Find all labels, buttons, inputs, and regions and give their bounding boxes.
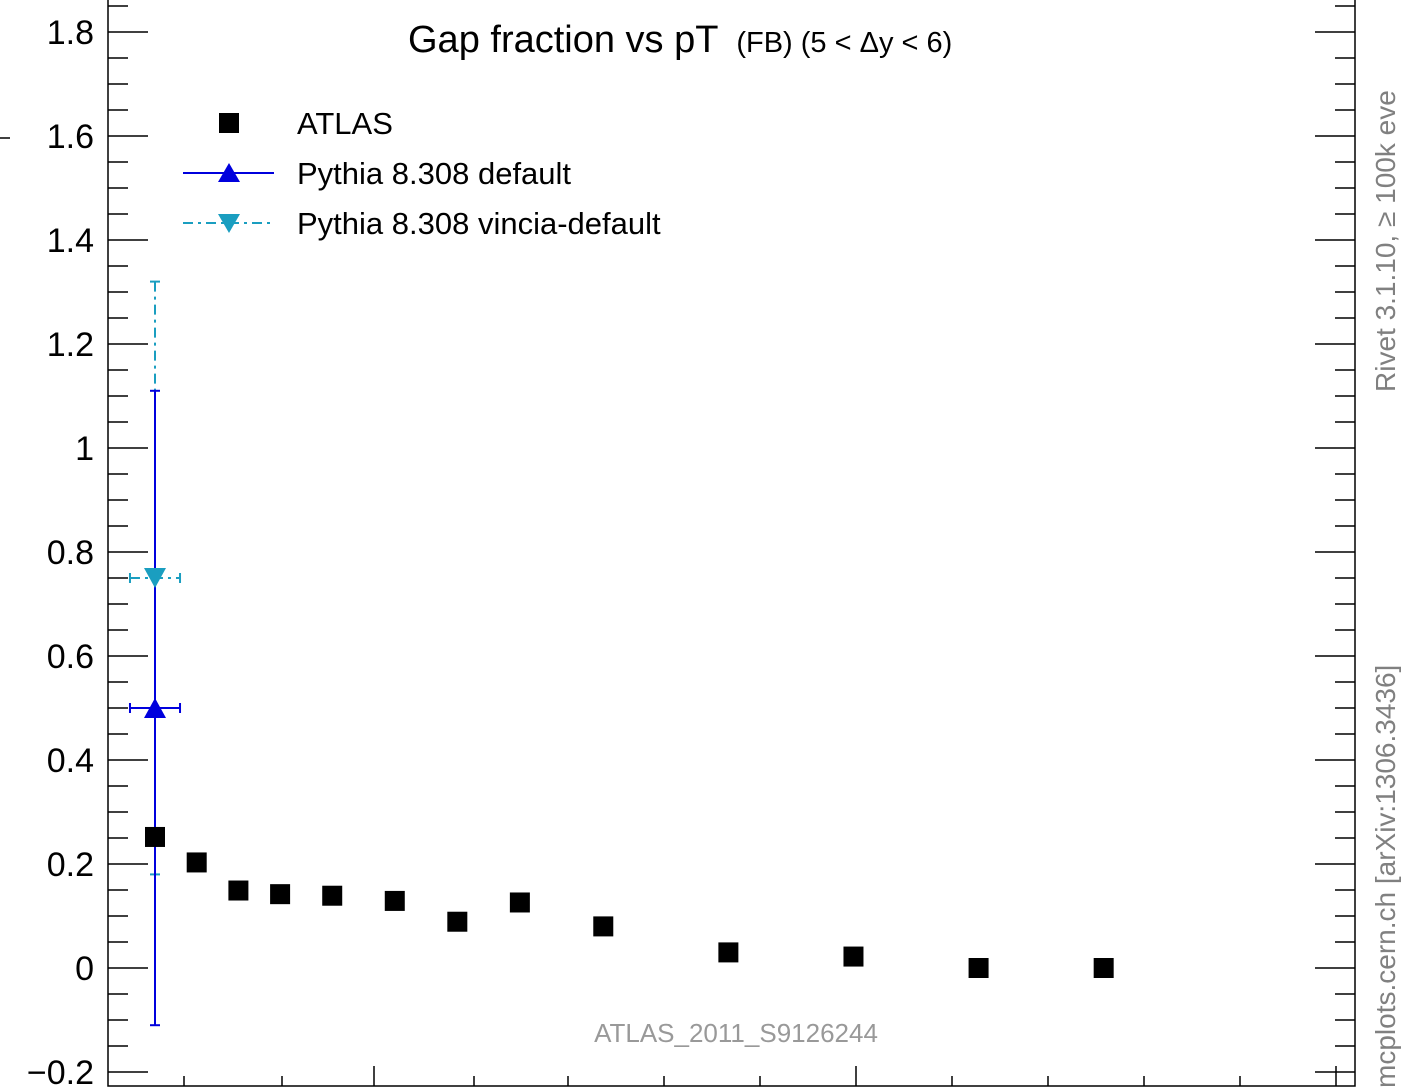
y-tick-label: 1.2 <box>47 326 94 364</box>
atlas-point <box>228 880 249 901</box>
vincia-point <box>144 568 166 588</box>
atlas-point <box>1093 958 1114 978</box>
y-tick-label: −0.2 <box>27 1054 94 1090</box>
x-axis <box>183 1066 1337 1086</box>
atlas-point <box>270 884 291 905</box>
legend-pythia-default-marker <box>218 163 240 182</box>
legend-label: ATLAS <box>297 106 393 141</box>
atlas-point <box>447 911 468 932</box>
atlas-point <box>509 892 530 913</box>
chart-title: Gap fraction vs pT (FB) (5 < Δy < 6) <box>408 19 952 61</box>
y-axis: −0.2 0 0.2 0.4 0.6 0.8 1 1.2 1.4 1.6 1.8 <box>27 5 1355 1090</box>
mcplots-source-label: mcplots.cern.ch [arXiv:1306.3436] <box>1370 665 1401 1088</box>
atlas-point <box>384 890 405 911</box>
plot-frame <box>0 0 1356 1087</box>
legend-vincia-marker <box>218 214 240 233</box>
plot-border <box>107 0 1356 1087</box>
atlas-point <box>593 916 614 937</box>
rivet-version-label: Rivet 3.1.10, ≥ 100k eve <box>1370 90 1401 392</box>
atlas-point <box>322 885 343 906</box>
legend-label: Pythia 8.308 vincia-default <box>297 206 661 241</box>
legend: ATLAS Pythia 8.308 default Pythia 8.308 vi… <box>183 106 661 241</box>
y-tick-label: 0.2 <box>47 846 94 884</box>
y-tick-label: 0 <box>75 950 94 988</box>
pythia-default-point <box>144 698 166 718</box>
series-layer <box>128 280 1114 1027</box>
y-tick-label: 1.8 <box>47 14 94 52</box>
y-tick-label: 1.6 <box>47 118 94 156</box>
atlas-point <box>718 942 739 963</box>
y-tick-label: 1 <box>75 430 94 468</box>
legend-atlas-marker <box>219 113 239 133</box>
y-tick-label: 1.4 <box>47 222 94 260</box>
legend-label: Pythia 8.308 default <box>297 156 571 191</box>
y-tick-label: 0.6 <box>47 638 94 676</box>
y-tick-label: 0.8 <box>47 534 94 572</box>
atlas-point <box>968 958 989 978</box>
y-tick-label: 0.4 <box>47 742 94 780</box>
analysis-watermark: ATLAS_2011_S9126244 <box>594 1018 878 1048</box>
atlas-point <box>843 946 864 967</box>
atlas-point <box>186 852 207 873</box>
atlas-point <box>145 826 165 847</box>
